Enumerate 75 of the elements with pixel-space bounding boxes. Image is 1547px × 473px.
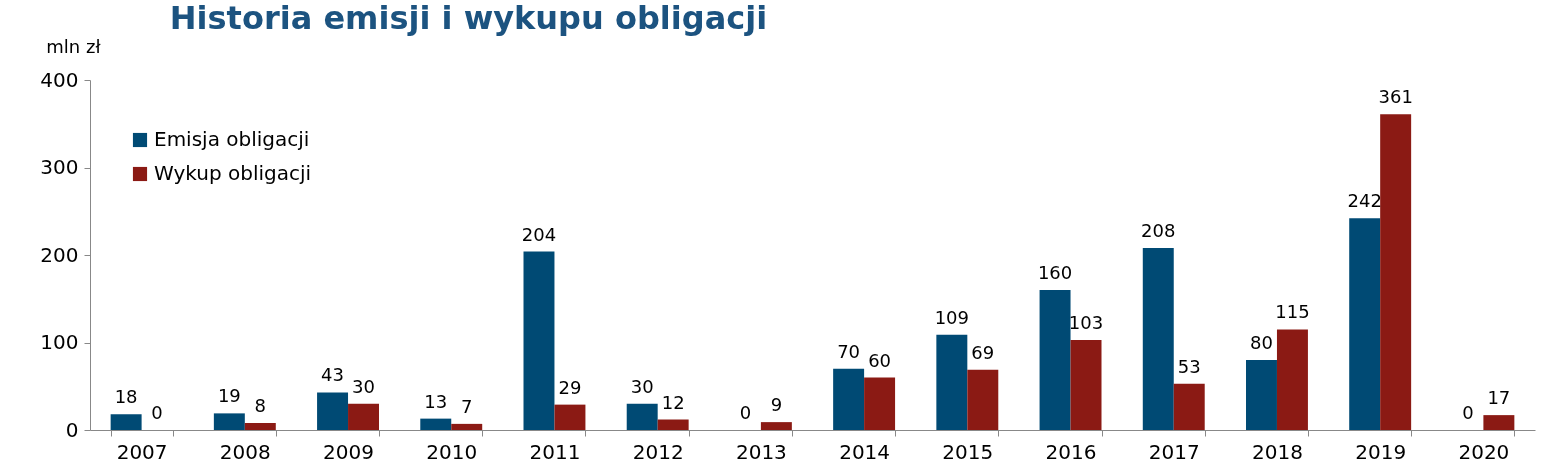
y-tick-label: 400 <box>40 67 79 92</box>
x-tick-label: 2019 <box>1355 439 1407 464</box>
bar <box>967 369 999 430</box>
bar <box>1483 415 1515 430</box>
legend-label: Wykup obligacji <box>154 161 312 185</box>
data-label: 109 <box>934 306 970 328</box>
x-tick-label: 2010 <box>426 439 478 464</box>
bar <box>1276 329 1308 430</box>
bar <box>317 392 349 430</box>
data-label: 12 <box>661 391 685 413</box>
bar <box>1173 383 1205 430</box>
bar <box>1246 360 1277 430</box>
bar <box>244 423 276 430</box>
x-tick-label: 2012 <box>632 439 684 464</box>
chart-title: Historia emisji i wykupu obligacji <box>169 0 768 37</box>
bar <box>657 419 689 430</box>
bar <box>213 413 245 430</box>
x-tick-label: 2009 <box>323 439 374 464</box>
data-label: 69 <box>971 341 995 363</box>
bar <box>523 251 555 430</box>
x-tick-label: 2020 <box>1458 439 1510 464</box>
x-tick-label: 2017 <box>1148 439 1200 464</box>
data-label: 19 <box>217 385 241 407</box>
bar <box>1039 290 1071 430</box>
y-axis-title: mln zł <box>46 35 102 57</box>
data-label: 160 <box>1037 262 1073 283</box>
data-label: 208 <box>1141 220 1176 241</box>
bar <box>760 422 792 430</box>
bar <box>1349 218 1381 430</box>
data-label: 80 <box>1250 332 1273 353</box>
bar <box>420 418 452 430</box>
data-label: 18 <box>114 386 138 408</box>
data-label: 13 <box>424 390 448 412</box>
x-tick-label: 2011 <box>529 439 581 464</box>
data-label: 30 <box>630 375 654 397</box>
legend-label: Emisja obligacji <box>154 127 310 151</box>
y-tick-label: 200 <box>40 242 79 267</box>
bar <box>626 403 658 430</box>
data-label: 103 <box>1068 311 1104 333</box>
data-label: 361 <box>1378 86 1413 108</box>
x-tick-label: 2016 <box>1045 439 1097 464</box>
y-tick-label: 0 <box>65 417 79 442</box>
bar <box>833 368 865 430</box>
data-label: 43 <box>321 364 345 386</box>
x-tick-label: 2018 <box>1252 439 1303 464</box>
data-label: 17 <box>1487 387 1511 409</box>
data-label: 0 <box>151 402 163 423</box>
y-tick-label: 100 <box>40 330 79 354</box>
data-label: 60 <box>868 349 892 371</box>
data-label: 29 <box>558 376 582 398</box>
x-tick-label: 2013 <box>735 439 787 464</box>
data-label: 8 <box>254 395 267 416</box>
data-label: 30 <box>352 375 375 397</box>
bar <box>1070 339 1102 430</box>
data-label: 7 <box>461 395 473 417</box>
data-label: 0 <box>1462 402 1474 423</box>
bar <box>348 403 379 430</box>
data-label: 53 <box>1177 355 1201 377</box>
x-tick-label: 2007 <box>116 439 168 464</box>
x-tick-label: 2014 <box>839 439 891 464</box>
bar <box>864 377 896 430</box>
data-label: 0 <box>739 402 752 423</box>
bar <box>1142 248 1174 430</box>
x-tick-label: 2008 <box>219 439 271 464</box>
data-label: 70 <box>837 340 861 362</box>
bar <box>110 414 142 430</box>
y-tick-label: 300 <box>40 155 79 179</box>
data-label: 204 <box>521 223 557 245</box>
x-tick-label: 2015 <box>942 439 994 464</box>
bar <box>1380 114 1412 430</box>
bar <box>451 423 483 430</box>
bar <box>554 404 586 430</box>
data-label: 9 <box>770 394 783 416</box>
bar <box>936 334 968 430</box>
data-label: 115 <box>1275 301 1310 323</box>
